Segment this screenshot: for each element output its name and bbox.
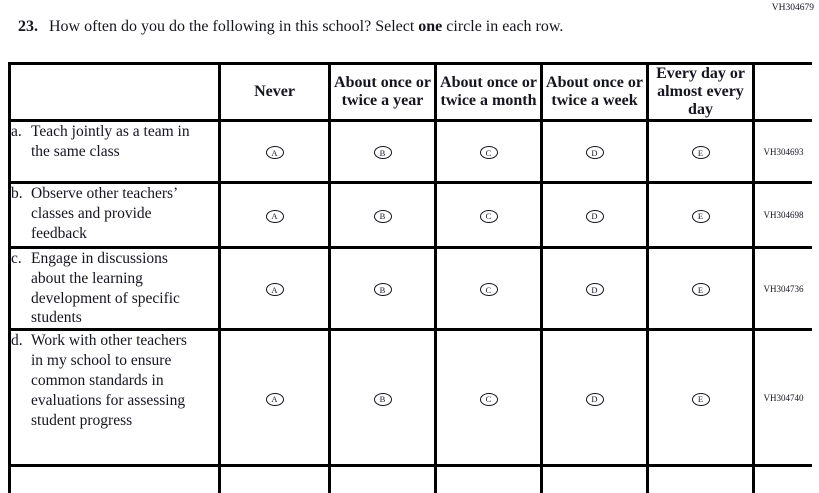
option-circle-e[interactable]: E bbox=[691, 209, 710, 223]
column-header-never: Never bbox=[218, 62, 331, 122]
option-circle-c[interactable]: C bbox=[479, 209, 498, 223]
question-text-bold: one bbox=[418, 18, 443, 35]
option-circle-a[interactable]: A bbox=[265, 283, 284, 297]
header-blank-code bbox=[752, 62, 812, 122]
row-code: VH304698 bbox=[752, 181, 812, 249]
partial-row-cell bbox=[646, 464, 755, 493]
row-letter: c. bbox=[11, 250, 22, 267]
option-circle-b[interactable]: B bbox=[373, 283, 392, 297]
column-header-every-day: Every day or almost every day bbox=[646, 62, 755, 122]
row-stem-b: b. Observe other teachers’ classes and p… bbox=[8, 181, 221, 249]
row-stem-c: c. Engage in discussions about the learn… bbox=[8, 245, 221, 332]
row-text: Work with other teachers in my school to… bbox=[31, 332, 187, 429]
option-circle-d[interactable]: D bbox=[585, 283, 604, 297]
row-letter: d. bbox=[11, 332, 23, 350]
row-text: Engage in discussions about the learning… bbox=[31, 250, 180, 327]
option-circle-d[interactable]: D bbox=[585, 146, 604, 160]
option-circle-d[interactable]: D bbox=[585, 209, 604, 223]
row-letter: a. bbox=[11, 123, 22, 140]
option-circle-c[interactable]: C bbox=[479, 283, 498, 297]
row-code: VH304740 bbox=[752, 328, 812, 468]
partial-row-cell bbox=[540, 464, 649, 493]
option-circle-b[interactable]: B bbox=[373, 209, 392, 223]
partial-row-cell bbox=[328, 464, 437, 493]
row-text: Teach jointly as a team in the same clas… bbox=[31, 123, 190, 160]
partial-row-cell bbox=[752, 464, 812, 493]
header-row: Never About once or twice a year About o… bbox=[8, 62, 812, 122]
question-text-pre: How often do you do the following in thi… bbox=[49, 18, 415, 35]
column-header-year: About once or twice a year bbox=[328, 62, 437, 122]
table-row-b: b. Observe other teachers’ classes and p… bbox=[8, 181, 812, 249]
option-circle-e[interactable]: E bbox=[691, 392, 710, 406]
partial-row-cell bbox=[218, 464, 331, 493]
column-header-month: About once or twice a month bbox=[434, 62, 543, 122]
question-line: 23. How often do you do the following in … bbox=[18, 18, 563, 36]
row-text: Observe other teachers’ classes and prov… bbox=[31, 185, 178, 242]
frequency-table: Never About once or twice a year About o… bbox=[8, 62, 812, 493]
option-circle-a[interactable]: A bbox=[265, 146, 284, 160]
option-circle-e[interactable]: E bbox=[691, 146, 710, 160]
row-stem-a: a. Teach jointly as a team in the same c… bbox=[8, 119, 221, 184]
partial-row-cell bbox=[8, 464, 221, 493]
option-circle-c[interactable]: C bbox=[479, 392, 498, 406]
row-stem-d: d. Work with other teachers in my school… bbox=[8, 328, 221, 468]
option-circle-b[interactable]: B bbox=[373, 146, 392, 160]
question-text-post: circle in each row. bbox=[446, 18, 564, 35]
option-circle-d[interactable]: D bbox=[585, 392, 604, 406]
table-row-a: a. Teach jointly as a team in the same c… bbox=[8, 119, 812, 184]
row-code: VH304736 bbox=[752, 245, 812, 332]
table-row-partial bbox=[8, 464, 812, 493]
frequency-table-container: Never About once or twice a year About o… bbox=[8, 62, 812, 493]
option-circle-e[interactable]: E bbox=[691, 283, 710, 297]
row-code: VH304693 bbox=[752, 119, 812, 184]
column-header-week: About once or twice a week bbox=[540, 62, 649, 122]
table-row-d: d. Work with other teachers in my school… bbox=[8, 328, 812, 468]
header-blank-stem bbox=[8, 62, 221, 122]
option-circle-a[interactable]: A bbox=[265, 392, 284, 406]
form-code: VH304679 bbox=[771, 3, 814, 13]
question-number: 23. bbox=[18, 18, 38, 35]
table-row-c: c. Engage in discussions about the learn… bbox=[8, 245, 812, 332]
option-circle-c[interactable]: C bbox=[479, 146, 498, 160]
option-circle-a[interactable]: A bbox=[265, 209, 284, 223]
option-circle-b[interactable]: B bbox=[373, 392, 392, 406]
row-letter: b. bbox=[11, 185, 23, 202]
partial-row-cell bbox=[434, 464, 543, 493]
